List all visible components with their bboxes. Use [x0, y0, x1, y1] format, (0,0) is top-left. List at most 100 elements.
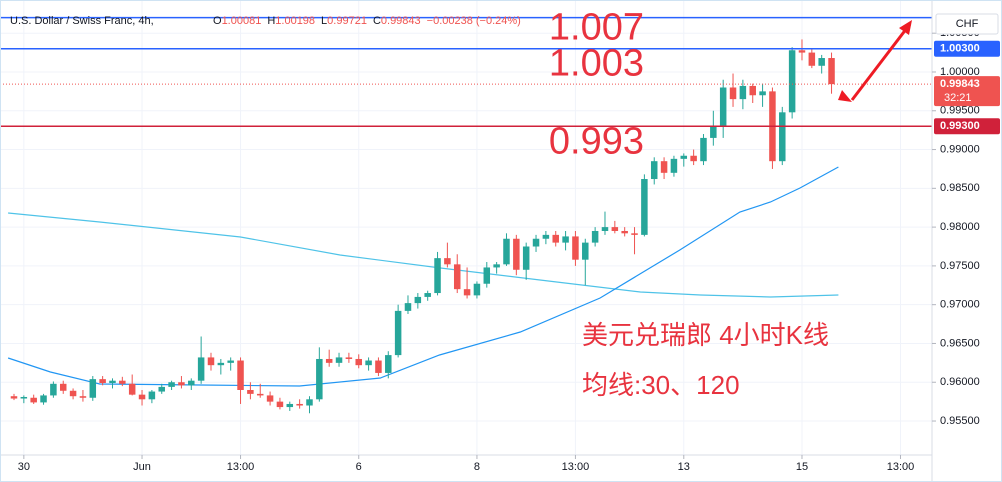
candle-body: [808, 52, 816, 66]
x-tick-label: 30: [18, 461, 30, 473]
candle-body: [670, 158, 678, 173]
note: 美元兑瑞郎 4小时K线: [582, 320, 829, 350]
candle-body: [700, 137, 707, 162]
candle-body: [385, 355, 392, 373]
x-tick-label: 13: [678, 461, 690, 473]
candle-body: [779, 112, 786, 162]
candle-body: [227, 360, 234, 363]
level-annotation: 1.007: [549, 7, 644, 49]
x-tick-label: 13:00: [227, 461, 255, 473]
candle-body: [30, 397, 37, 403]
candle-body: [798, 50, 806, 53]
arrow-head: [838, 90, 852, 102]
ohlc-key: C: [373, 15, 381, 27]
candle-body: [50, 383, 57, 396]
candle-body: [128, 383, 136, 395]
candle-body: [168, 382, 175, 387]
candle-body: [119, 380, 126, 384]
candle-body: [188, 380, 195, 386]
y-tick-label: 0.96500: [940, 337, 980, 349]
y-tick-label: 0.95500: [940, 415, 980, 427]
ohlc-value: 1.00198: [275, 15, 315, 27]
candle-body: [572, 236, 579, 260]
candle-body: [158, 386, 165, 392]
candle-body: [20, 396, 28, 399]
x-tick-label: 6: [356, 461, 362, 473]
change: −0.00238 (−0.24%): [427, 15, 521, 27]
candle-body: [641, 179, 648, 235]
candle-body: [414, 296, 422, 304]
candle-body: [345, 357, 353, 359]
y-tick-label: 0.97000: [940, 299, 980, 311]
ohlc-value: 0.99721: [327, 15, 367, 27]
candle-body: [562, 236, 569, 243]
candle-body: [99, 379, 106, 384]
moving-average: [7, 166, 839, 387]
symbol: U.S. Dollar / Swiss Franc, 4h,: [10, 15, 154, 27]
candle-body: [463, 289, 471, 296]
candle-body: [660, 161, 668, 173]
candle-body: [375, 360, 382, 373]
candle-body: [217, 362, 225, 366]
x-tick-label: Jun: [133, 461, 151, 473]
candle-body: [138, 394, 146, 400]
candle-body: [355, 358, 362, 366]
note: 均线:30、120: [582, 370, 740, 400]
level-annotation: 1.003: [549, 43, 644, 85]
last-price-box: [934, 76, 1000, 107]
candle-body: [247, 390, 254, 394]
y-tick-label: 0.99000: [940, 143, 980, 155]
currency: CHF: [956, 18, 979, 30]
candle-body: [394, 310, 402, 356]
y-tick-label: 0.99500: [940, 105, 980, 117]
candle-body: [759, 91, 766, 96]
candle-body: [710, 126, 717, 138]
ohlc-key: L: [321, 15, 327, 27]
ohlc-key: O: [213, 15, 222, 27]
candle-body: [611, 227, 619, 231]
y-tick-label: 0.97500: [940, 260, 980, 272]
candle-body: [493, 264, 500, 268]
candle-body: [256, 393, 264, 396]
candle-body: [650, 161, 658, 180]
moving-average: [8, 212, 839, 298]
candle-body: [276, 401, 284, 408]
candle-body: [631, 233, 638, 235]
candle-body: [296, 403, 303, 406]
candle-body: [365, 360, 372, 366]
candle-body: [473, 283, 481, 296]
candle-body: [680, 155, 688, 159]
arrow: [850, 23, 912, 101]
price-label-box: [934, 40, 1000, 57]
y-tick-label: 0.98000: [940, 221, 980, 233]
price-label-box: [934, 118, 1000, 135]
candle-body: [522, 246, 530, 270]
candle-body: [316, 358, 323, 400]
x-tick-label: 13:00: [562, 461, 590, 473]
candle-body: [444, 258, 451, 265]
candle-body: [266, 395, 274, 402]
candle-body: [286, 403, 294, 408]
candle-body: [542, 234, 550, 239]
candle-body: [532, 238, 540, 247]
candle-body: [404, 303, 412, 311]
candle-body: [424, 293, 431, 297]
candle-body: [591, 230, 599, 243]
candle-body: [621, 230, 628, 234]
candle-body: [10, 396, 18, 399]
ohlc-value: 1.00081: [222, 15, 262, 27]
chart-title: U.S. Dollar / Swiss Franc, 4h,: [10, 15, 154, 27]
candle-body: [197, 357, 205, 381]
currency-box: [935, 13, 999, 35]
candle-body: [690, 155, 697, 162]
candle-body: [79, 396, 87, 398]
candle-body: [719, 87, 727, 127]
x-tick-label: 13:00: [887, 461, 915, 473]
candle-body: [513, 238, 520, 270]
candle-body: [148, 391, 156, 400]
y-tick-label: 0.96000: [940, 376, 980, 388]
